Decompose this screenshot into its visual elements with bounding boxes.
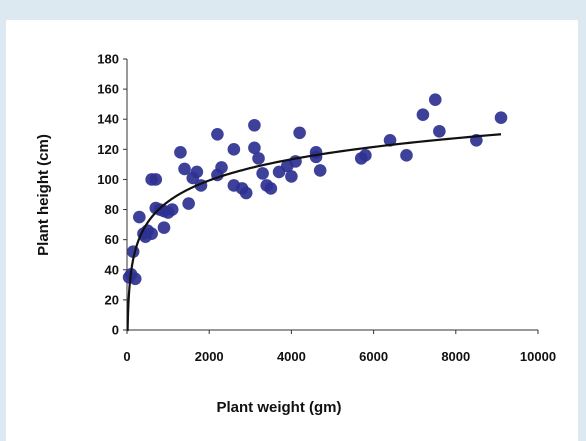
data-point [248,118,261,132]
data-point [293,126,306,140]
x-axis-title: Plant weight (gm) [217,399,342,416]
x-tick-label: 6000 [359,349,388,364]
y-tick-label: 140 [97,112,119,127]
y-tick-label: 100 [97,172,119,187]
y-tick-label: 40 [105,262,119,277]
data-point [182,197,195,210]
data-point [215,161,228,174]
data-point [359,149,372,162]
data-points [122,93,508,286]
data-point [252,152,265,165]
data-point [248,141,261,155]
data-point [264,182,278,195]
x-tick-label: 4000 [277,349,306,364]
data-point [211,127,224,141]
x-tick-label: 0 [123,349,130,364]
scatter-chart: 0 20 40 60 80 100 120 140 160 180 0 2000 4000 6000 800… [35,52,556,417]
axes [123,58,539,334]
data-point [239,186,253,200]
data-point [145,227,158,240]
data-point [416,108,430,122]
data-point [494,111,508,125]
x-tick-label: 2000 [195,349,224,364]
data-point [149,173,163,186]
data-point [433,124,446,138]
tick-labels: 0 20 40 60 80 100 120 140 160 180 0 2000 4000 6000 800… [97,52,556,365]
y-tick-label: 60 [105,232,119,247]
data-point [285,170,298,183]
data-point [227,143,241,156]
x-tick-label: 10000 [520,349,556,364]
data-point [178,162,191,176]
data-point [165,203,179,216]
data-point [428,93,442,106]
y-tick-label: 20 [105,292,119,307]
y-tick-label: 180 [97,52,119,67]
trendline-curve [126,133,502,332]
y-tick-label: 160 [97,82,119,97]
data-point [383,134,397,147]
y-tick-label: 120 [97,142,119,157]
data-point [157,221,171,234]
data-point [190,165,204,179]
data-point [133,210,146,224]
y-tick-label: 80 [105,202,119,217]
trendline [126,133,502,332]
x-tick-label: 8000 [441,349,470,364]
data-point [174,146,187,159]
data-point [256,167,269,180]
data-point [400,149,413,162]
y-axis-title: Plant height (cm) [35,134,52,256]
chart-panel: 0 20 40 60 80 100 120 140 160 180 0 2000 4000 6000 800… [6,20,578,441]
data-point [313,164,327,177]
y-tick-label: 0 [112,323,119,338]
data-point [128,272,142,286]
